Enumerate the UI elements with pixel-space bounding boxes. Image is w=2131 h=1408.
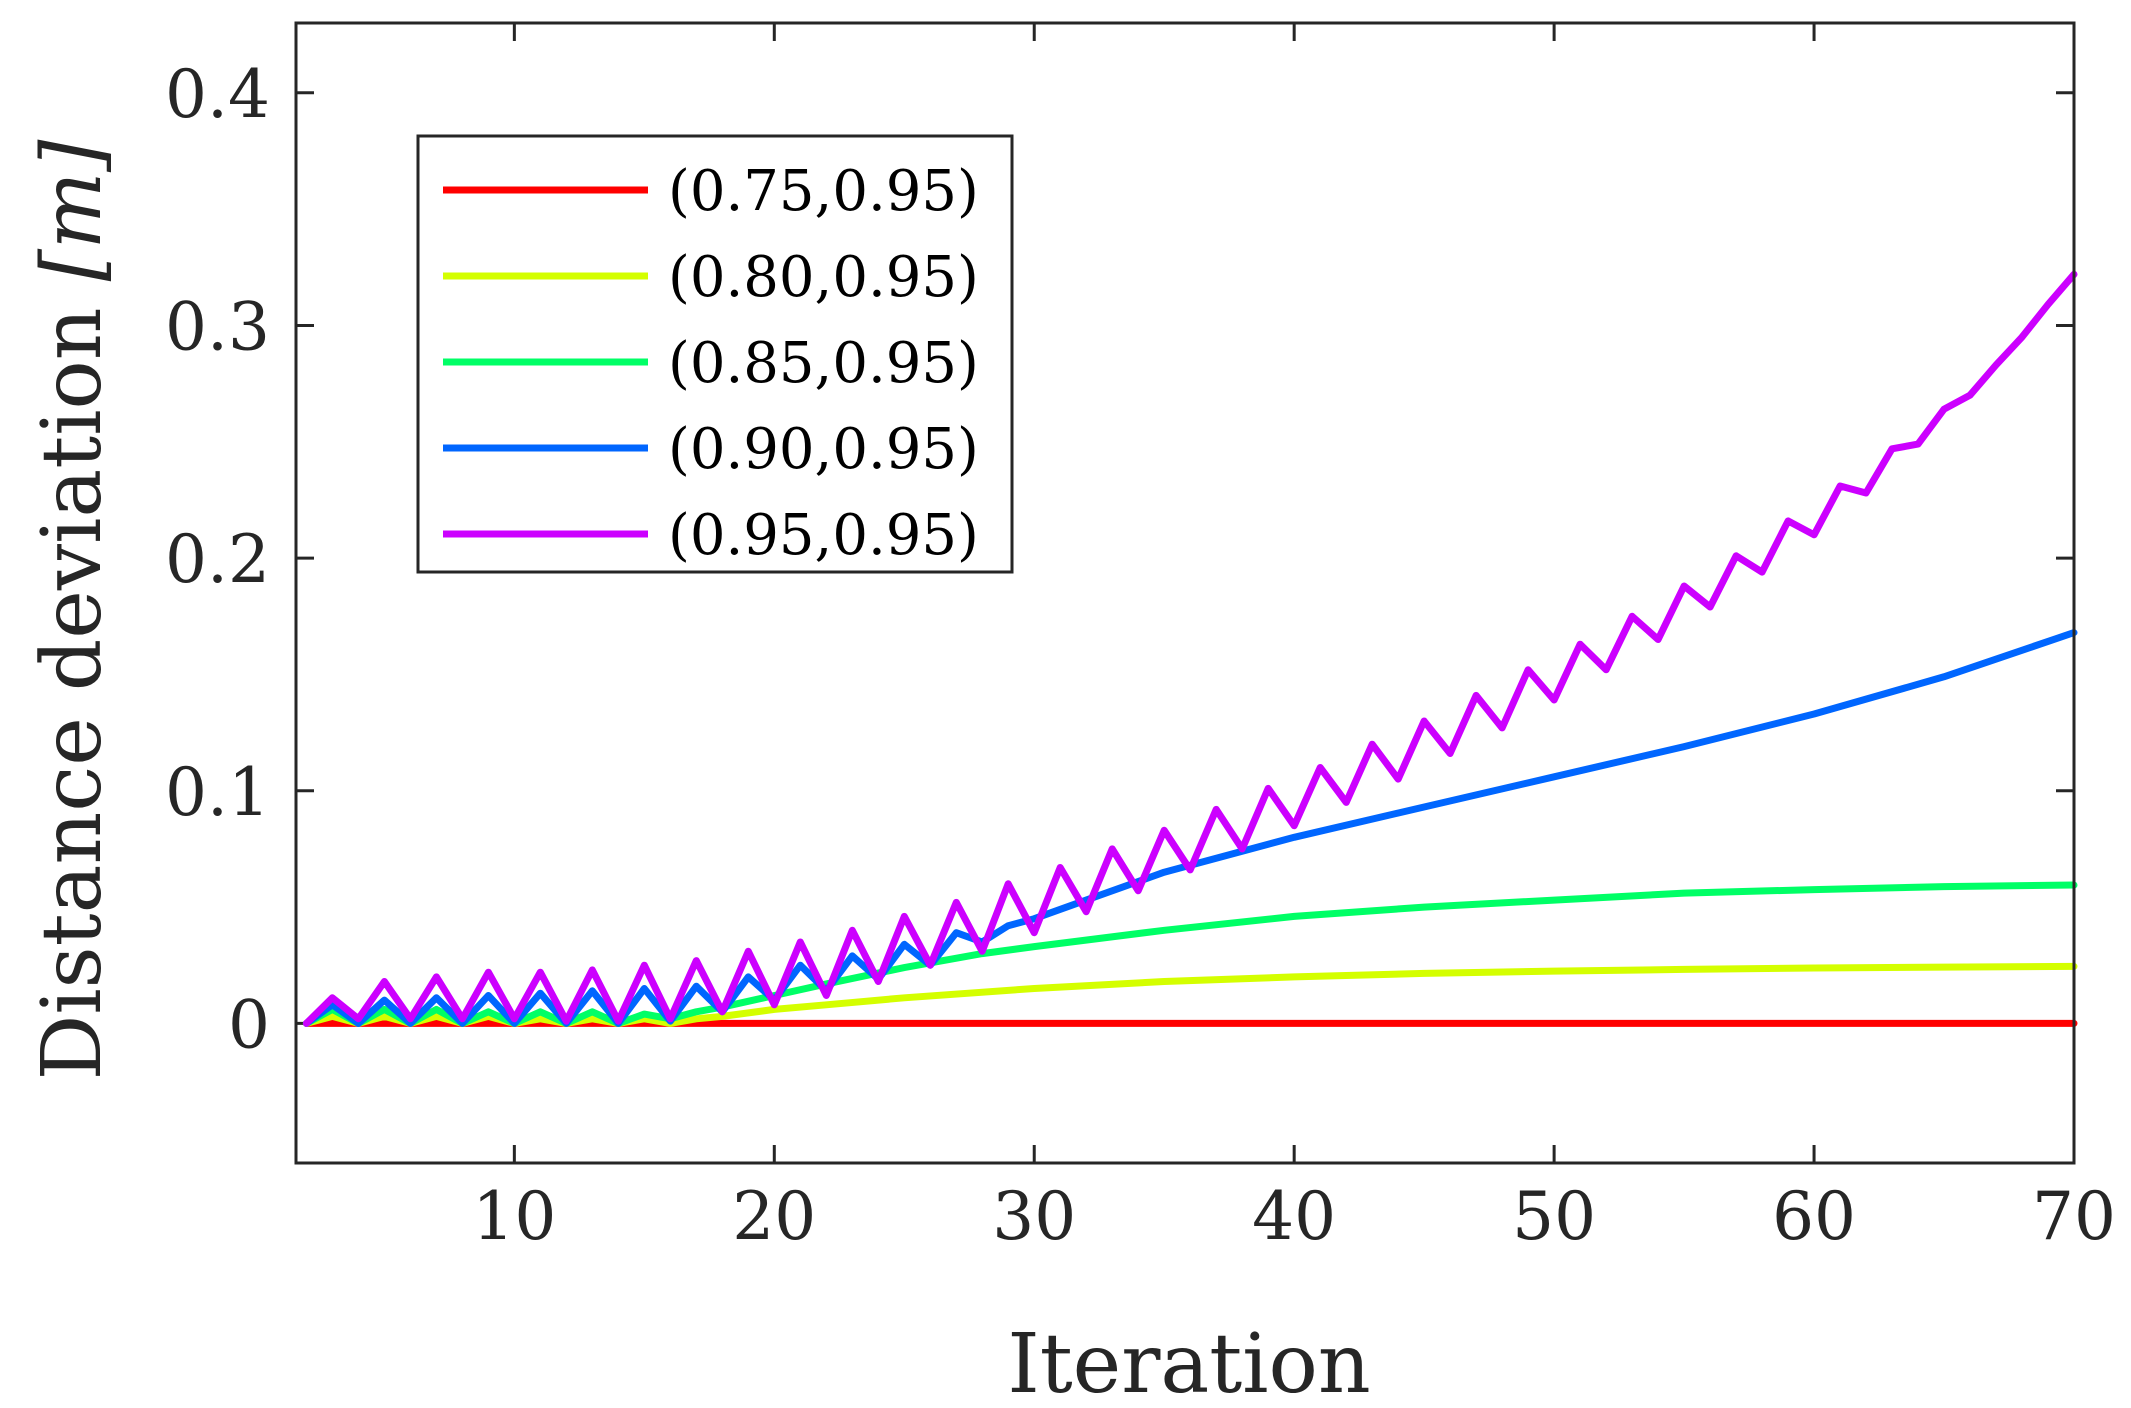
y-axis-title-unit: [m]	[25, 139, 120, 282]
x-tick-label: 10	[472, 1178, 556, 1255]
legend: (0.75,0.95) (0.80,0.95) (0.85,0.95) (0.90,0…	[416, 134, 1014, 574]
y-tick-label: 0.4	[165, 56, 270, 133]
y-tick-label: 0.2	[165, 521, 270, 598]
series-line-5	[302, 270, 2078, 1027]
x-tick-label: 50	[1512, 1178, 1596, 1255]
y-tick-labels: 0 0.1 0.2 0.3 0.4	[165, 56, 270, 1064]
y-axis-title-main: Distance deviation	[25, 281, 120, 1080]
x-tick-label: 60	[1772, 1178, 1856, 1255]
series-line-3	[302, 881, 2078, 1027]
legend-box	[416, 134, 1014, 574]
y-axis-title: Distance deviation [m]	[25, 139, 120, 1081]
y-tick-label: 0.3	[165, 288, 270, 365]
legend-label-2: (0.80,0.95)	[668, 245, 979, 310]
legend-label-5: (0.95,0.95)	[668, 503, 979, 568]
plot-frame	[294, 21, 2076, 1165]
x-tick-label: 30	[992, 1178, 1076, 1255]
legend-label-4: (0.90,0.95)	[668, 417, 979, 482]
series-lines	[302, 270, 2078, 1027]
x-tick-label: 20	[732, 1178, 816, 1255]
legend-label-1: (0.75,0.95)	[668, 159, 979, 224]
series-line-4	[302, 629, 2078, 1027]
legend-label-3: (0.85,0.95)	[668, 331, 979, 396]
y-tick-label: 0	[228, 986, 270, 1063]
x-tick-label: 70	[2032, 1178, 2116, 1255]
x-tick-label: 40	[1252, 1178, 1336, 1255]
x-tick-labels: 10 20 30 40 50 60 70	[472, 1178, 2116, 1255]
x-axis-title: Iteration	[1007, 1317, 1370, 1408]
y-tick-label: 0.1	[165, 754, 270, 831]
